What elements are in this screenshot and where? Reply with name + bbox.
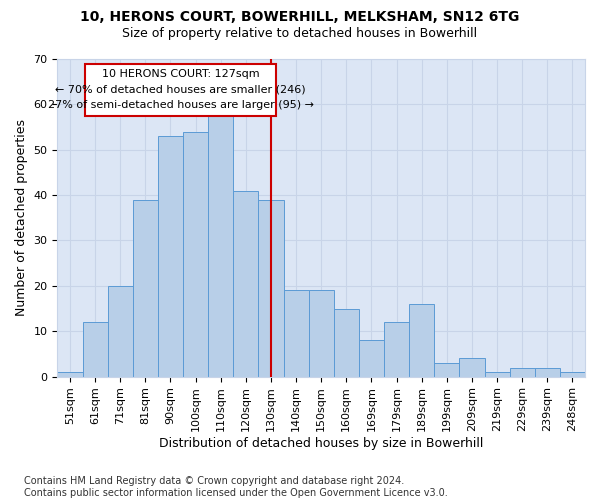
Bar — [259, 200, 284, 376]
Bar — [183, 132, 208, 376]
Bar — [83, 322, 107, 376]
Bar — [434, 363, 460, 376]
Bar — [409, 304, 434, 376]
Bar — [560, 372, 585, 376]
Bar — [284, 290, 308, 376]
Text: Contains HM Land Registry data © Crown copyright and database right 2024.
Contai: Contains HM Land Registry data © Crown c… — [24, 476, 448, 498]
Bar — [208, 114, 233, 376]
Bar — [334, 308, 359, 376]
FancyBboxPatch shape — [85, 64, 276, 116]
Text: 10 HERONS COURT: 127sqm
← 70% of detached houses are smaller (246)
27% of semi-d: 10 HERONS COURT: 127sqm ← 70% of detache… — [47, 69, 314, 110]
Text: Size of property relative to detached houses in Bowerhill: Size of property relative to detached ho… — [122, 28, 478, 40]
Bar — [485, 372, 509, 376]
Bar — [460, 358, 485, 376]
Bar — [158, 136, 183, 376]
Bar — [384, 322, 409, 376]
Bar — [359, 340, 384, 376]
Y-axis label: Number of detached properties: Number of detached properties — [15, 120, 28, 316]
Bar — [58, 372, 83, 376]
Bar — [535, 368, 560, 376]
X-axis label: Distribution of detached houses by size in Bowerhill: Distribution of detached houses by size … — [159, 437, 484, 450]
Bar — [308, 290, 334, 376]
Bar — [509, 368, 535, 376]
Bar — [133, 200, 158, 376]
Text: 10, HERONS COURT, BOWERHILL, MELKSHAM, SN12 6TG: 10, HERONS COURT, BOWERHILL, MELKSHAM, S… — [80, 10, 520, 24]
Bar — [107, 286, 133, 376]
Bar — [233, 190, 259, 376]
